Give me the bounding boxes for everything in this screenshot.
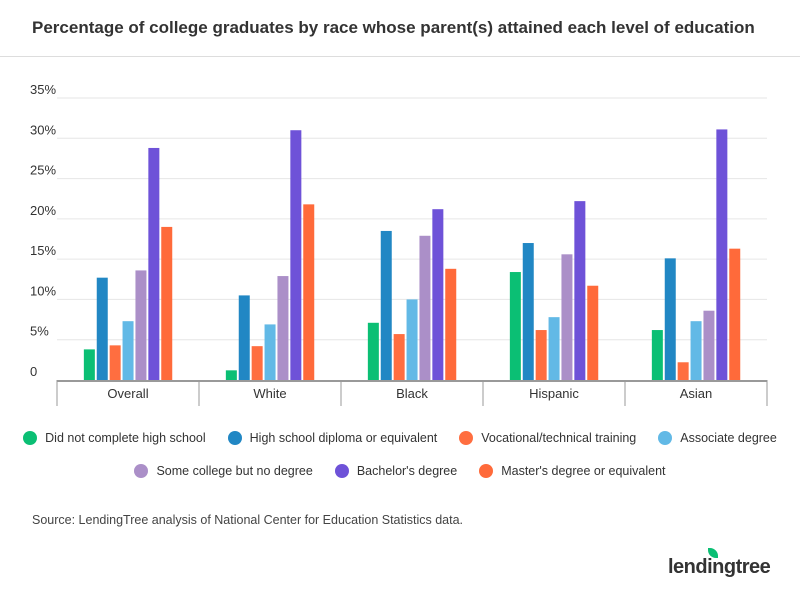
bar-white-0 [225,370,237,380]
y-tick-label: 15% [30,243,56,258]
y-tick-label: 30% [30,122,56,137]
bar-hispanic-3 [548,317,560,380]
y-tick-label: 10% [30,283,56,298]
y-tick-label: 5% [30,324,49,339]
lendingtree-logo: lendingtree [668,556,771,578]
legend-swatch [479,464,494,478]
legend-swatch [658,431,673,445]
bar-asian-4 [703,310,715,380]
x-tick-label: White [253,386,286,401]
legend-swatch [227,431,242,445]
bar-hispanic-1 [522,243,534,380]
bar-white-2 [251,346,263,380]
legend-label: Bachelor's degree [356,464,458,478]
legend-label: Vocational/technical training [481,431,637,445]
legend-row-1: Did not complete high school High school … [0,431,800,445]
bar-white-5 [290,130,302,380]
divider [0,56,800,57]
bar-asian-0 [651,330,663,380]
bar-white-6 [303,204,315,380]
bar-white-4 [277,276,289,380]
bar-hispanic-0 [509,272,521,380]
bar-asian-2 [677,362,689,380]
legend-label: Some college but no degree [156,464,313,478]
legend-label: Master's degree or equivalent [501,464,666,478]
y-tick-label: 35% [30,82,56,97]
y-tick-label: 0 [30,364,37,379]
legend-swatch [134,464,149,478]
bar-hispanic-4 [561,254,573,380]
bar-black-4 [419,235,431,380]
bar-overall-5 [148,147,160,380]
bar-black-5 [432,209,444,380]
legend-item: Master's degree or equivalent [479,464,666,478]
x-tick-label: Overall [107,386,148,401]
y-tick-label: 25% [30,163,56,178]
legend-label: Associate degree [680,431,777,445]
bar-black-2 [393,334,405,380]
legend-item: Some college but no degree [134,464,313,478]
plot-area: 0 5% 10% 15% 20% 25% 30% 35% Overall White Black Hi… [30,82,768,406]
bar-asian-5 [716,129,728,380]
logo-leaf-icon [708,548,718,558]
x-tick-label: Black [396,386,428,401]
x-tick-label: Hispanic [529,386,579,401]
bar-overall-0 [83,349,95,380]
bar-overall-1 [96,277,108,380]
legend-label: High school diploma or equivalent [249,431,438,445]
bar-black-0 [367,322,379,380]
bar-overall-3 [122,321,134,380]
bar-asian-3 [690,321,702,380]
legend-item: Bachelor's degree [334,464,458,478]
legend-swatch [334,464,349,478]
bar-black-1 [380,230,392,380]
legend-swatch [459,431,474,445]
legend-item: Vocational/technical training [459,431,636,445]
legend-swatch [23,431,38,445]
legend-item: Associate degree [658,431,777,445]
y-tick-label: 20% [30,203,56,218]
legend-item: High school diploma or equivalent [227,431,438,445]
bar-white-1 [238,295,250,380]
legend-item: Did not complete high school [23,431,206,445]
bar-black-3 [406,299,418,380]
source-note: Source: LendingTree analysis of National… [32,513,464,527]
bar-hispanic-6 [587,285,599,380]
bar-white-3 [264,324,276,380]
bar-asian-6 [729,248,741,380]
bar-hispanic-2 [535,330,547,380]
legend-label: Did not complete high school [45,431,206,445]
bar-black-6 [445,268,457,380]
bar-overall-2 [109,345,121,380]
legend-row-2: Some college but no degree Bachelor's deg… [0,464,800,478]
chart-title: Percentage of college graduates by race … [32,18,755,37]
x-tick-label: Asian [680,386,713,401]
bar-overall-6 [161,226,173,380]
bar-asian-1 [664,258,676,380]
bar-overall-4 [135,270,147,380]
bar-hispanic-5 [574,201,586,380]
